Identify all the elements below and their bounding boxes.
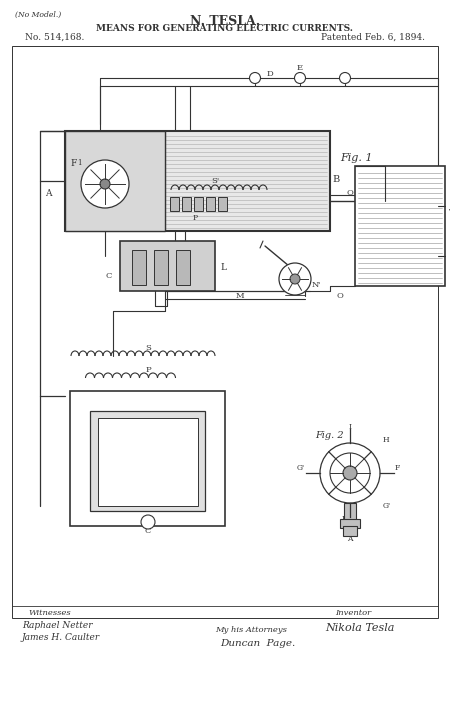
- Bar: [340, 519, 360, 528]
- Text: G': G': [383, 502, 391, 510]
- Circle shape: [343, 466, 357, 480]
- Text: P: P: [145, 366, 151, 374]
- Text: (No Model.): (No Model.): [15, 11, 61, 19]
- Text: Nikola Tesla: Nikola Tesla: [325, 623, 394, 633]
- Text: Witnesses: Witnesses: [28, 609, 71, 617]
- Text: S: S: [145, 344, 151, 352]
- Text: O: O: [346, 189, 353, 197]
- Text: D: D: [266, 70, 274, 78]
- Text: N. TESLA.: N. TESLA.: [190, 15, 260, 28]
- Bar: [218, 197, 227, 211]
- Text: Raphael Netter: Raphael Netter: [22, 621, 93, 630]
- Bar: [65, 131, 330, 231]
- Text: Fig. 1: Fig. 1: [340, 153, 373, 163]
- Circle shape: [100, 179, 110, 189]
- Bar: [98, 418, 198, 506]
- Text: C: C: [145, 527, 151, 535]
- Text: A: A: [347, 535, 353, 543]
- Text: O: O: [337, 292, 343, 300]
- Bar: [344, 503, 356, 521]
- Bar: [343, 526, 357, 536]
- Circle shape: [294, 73, 306, 83]
- Bar: [206, 197, 215, 211]
- Circle shape: [249, 73, 261, 83]
- Text: E: E: [297, 64, 303, 72]
- Circle shape: [330, 453, 370, 493]
- Bar: [120, 241, 215, 291]
- Text: 1: 1: [77, 159, 81, 167]
- Text: S': S': [211, 177, 219, 185]
- Bar: [182, 197, 191, 211]
- Text: Patented Feb. 6, 1894.: Patented Feb. 6, 1894.: [321, 33, 425, 42]
- Circle shape: [81, 160, 129, 208]
- Text: N: N: [312, 281, 320, 289]
- Bar: [12, 46, 438, 618]
- Text: A: A: [45, 189, 52, 198]
- Text: Fig. 2: Fig. 2: [315, 431, 344, 441]
- Bar: [154, 250, 168, 285]
- Bar: [132, 250, 146, 285]
- Text: R: R: [449, 256, 450, 265]
- Text: I: I: [348, 423, 351, 431]
- Text: My his Attorneys: My his Attorneys: [215, 626, 287, 634]
- Text: No. 514,168.: No. 514,168.: [25, 33, 85, 42]
- Text: T: T: [449, 210, 450, 218]
- Text: F: F: [395, 464, 400, 472]
- Text: H: H: [342, 515, 348, 523]
- Text: ': ': [317, 281, 319, 289]
- Bar: [355, 166, 445, 286]
- Bar: [70, 391, 225, 526]
- Text: L: L: [220, 263, 226, 273]
- Text: M: M: [236, 292, 244, 300]
- Text: MEANS FOR GENERATING ELECTRIC CURRENTS.: MEANS FOR GENERATING ELECTRIC CURRENTS.: [96, 24, 354, 33]
- Circle shape: [339, 73, 351, 83]
- Text: James H. Caulter: James H. Caulter: [22, 633, 100, 642]
- Text: G': G': [297, 464, 305, 472]
- Text: B: B: [332, 174, 339, 184]
- Bar: [176, 250, 190, 285]
- Bar: [194, 197, 203, 211]
- Text: H: H: [383, 436, 390, 444]
- Bar: [170, 197, 179, 211]
- Text: Inventor: Inventor: [335, 609, 371, 617]
- Circle shape: [279, 263, 311, 295]
- Text: Duncan  Page.: Duncan Page.: [220, 639, 295, 648]
- Bar: [65, 131, 165, 231]
- Bar: [90, 411, 205, 511]
- Text: F: F: [70, 159, 77, 167]
- Circle shape: [290, 274, 300, 284]
- Text: P: P: [193, 214, 198, 222]
- Circle shape: [141, 515, 155, 529]
- Circle shape: [320, 443, 380, 503]
- Text: C: C: [106, 272, 112, 280]
